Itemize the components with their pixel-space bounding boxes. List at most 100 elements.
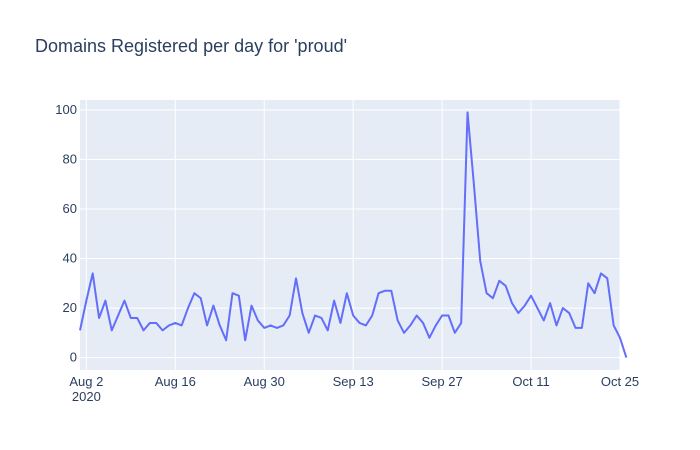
data-point [85, 300, 87, 302]
data-point [606, 277, 608, 279]
data-point [397, 319, 399, 321]
data-point [517, 312, 519, 314]
y-axis-ticks: 0 20 40 60 80 100 [55, 102, 77, 365]
x-tick-label: Aug 16 [155, 374, 196, 389]
y-tick-label: 80 [63, 151, 77, 166]
data-point [562, 307, 564, 309]
y-tick-label: 100 [55, 102, 77, 117]
x-gridlines [85, 100, 621, 370]
data-point [619, 337, 621, 339]
data-point [92, 272, 94, 274]
data-point [270, 324, 272, 326]
data-point [289, 315, 291, 317]
data-point [200, 297, 202, 299]
data-point [225, 339, 227, 341]
data-point [123, 300, 125, 302]
data-point [187, 307, 189, 309]
data-point [251, 305, 253, 307]
x-tick-year: 2020 [72, 389, 101, 404]
data-point [473, 183, 475, 185]
data-point [295, 277, 297, 279]
data-point [79, 329, 81, 331]
data-point [524, 305, 526, 307]
data-point [111, 329, 113, 331]
data-point [320, 317, 322, 319]
data-point [441, 315, 443, 317]
data-point [428, 337, 430, 339]
x-tick-label: Sep 27 [422, 374, 463, 389]
data-point [308, 332, 310, 334]
data-point [244, 339, 246, 341]
data-point [130, 317, 132, 319]
data-point [219, 324, 221, 326]
data-point [282, 324, 284, 326]
series-layer [79, 111, 628, 358]
data-point [104, 300, 106, 302]
data-point [575, 327, 577, 329]
data-point [365, 324, 367, 326]
data-point [543, 319, 545, 321]
data-point [467, 111, 469, 113]
data-point [581, 327, 583, 329]
data-point [181, 324, 183, 326]
data-point [117, 315, 119, 317]
data-point [486, 292, 488, 294]
data-point [98, 317, 100, 319]
y-tick-label: 60 [63, 201, 77, 216]
y-gridlines [80, 109, 620, 359]
y-tick-label: 0 [70, 350, 77, 365]
data-point [371, 315, 373, 317]
data-point [212, 305, 214, 307]
data-point [549, 302, 551, 304]
data-point [155, 322, 157, 324]
data-point [231, 292, 233, 294]
data-point [257, 319, 259, 321]
data-point [447, 315, 449, 317]
data-point [333, 300, 335, 302]
data-point [530, 295, 532, 297]
y-tick-label: 40 [63, 251, 77, 266]
data-point [136, 317, 138, 319]
data-point [384, 290, 386, 292]
data-point [339, 322, 341, 324]
data-point [346, 292, 348, 294]
data-point [314, 315, 316, 317]
data-point [435, 324, 437, 326]
data-point [149, 322, 151, 324]
data-point [505, 285, 507, 287]
data-point [587, 282, 589, 284]
data-point [168, 324, 170, 326]
data-point [511, 302, 513, 304]
x-tick-label: Aug 30 [244, 374, 285, 389]
data-point [206, 324, 208, 326]
x-tick-label: Sep 13 [333, 374, 374, 389]
data-point [422, 322, 424, 324]
data-point [174, 322, 176, 324]
data-point [479, 260, 481, 262]
y-tick-label: 20 [63, 300, 77, 315]
data-point [162, 329, 164, 331]
data-point [600, 272, 602, 274]
data-point [276, 327, 278, 329]
data-point [555, 324, 557, 326]
x-tick-label: Oct 11 [512, 374, 549, 389]
data-point [143, 329, 145, 331]
data-point [460, 322, 462, 324]
data-point [536, 307, 538, 309]
x-tick-label: Aug 2 [69, 374, 103, 389]
data-point [409, 324, 411, 326]
data-point [403, 332, 405, 334]
data-point [352, 315, 354, 317]
data-point [193, 292, 195, 294]
data-point [492, 297, 494, 299]
data-point [327, 329, 329, 331]
chart-title: Domains Registered per day for 'proud' [35, 36, 347, 56]
x-tick-label: Oct 25 [601, 374, 639, 389]
data-point [378, 292, 380, 294]
data-point [238, 295, 240, 297]
data-point [613, 324, 615, 326]
data-point [416, 315, 418, 317]
